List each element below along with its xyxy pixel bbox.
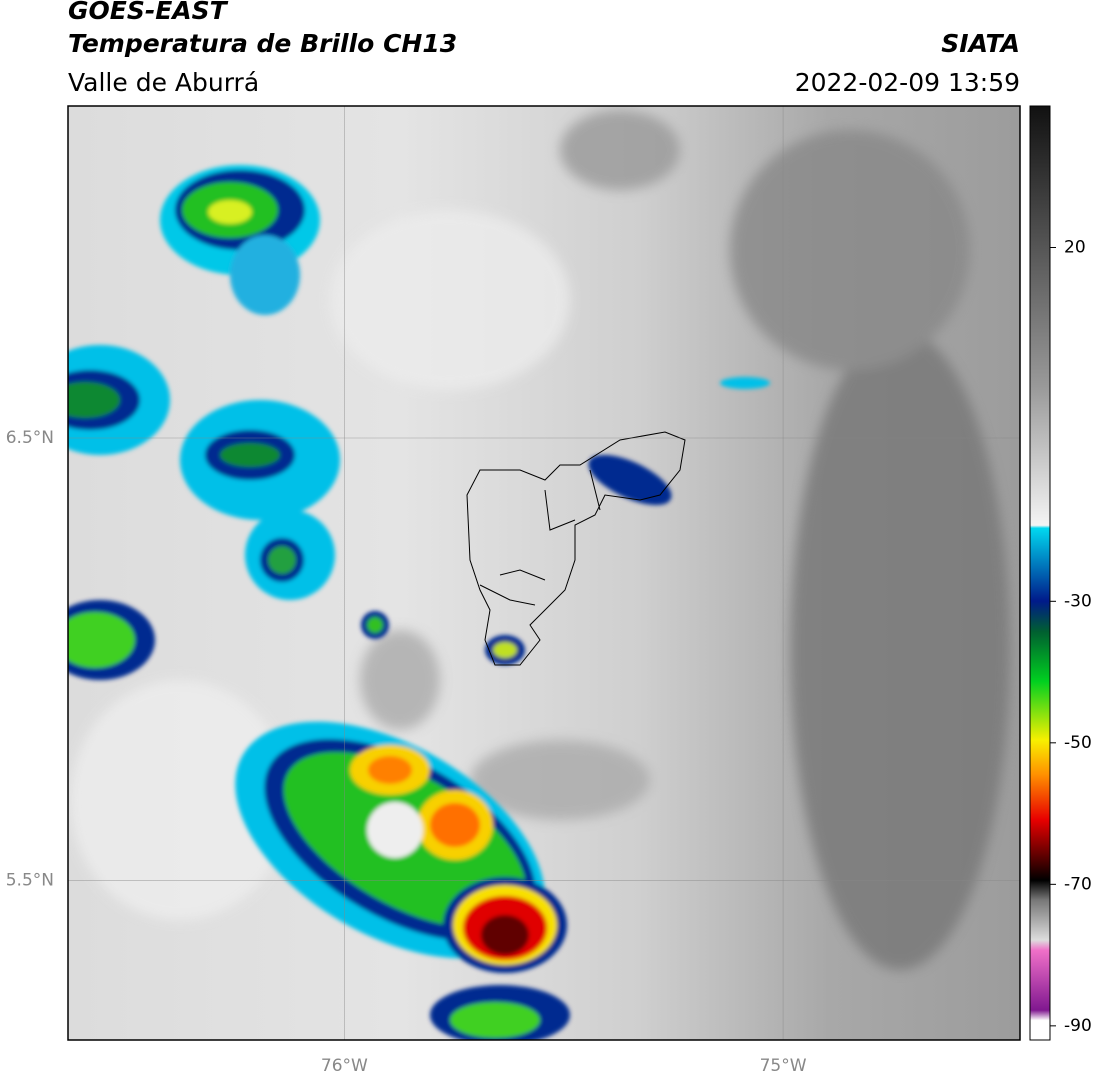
datetime: 2022-02-09 13:59 <box>795 68 1020 97</box>
region: Valle de Aburrá <box>68 68 259 97</box>
x-tick-label: 75°W <box>760 1056 807 1076</box>
y-tick-label: 5.5°N <box>6 871 54 891</box>
colorbar-tick-label: -50 <box>1064 733 1092 753</box>
colorbar-tick-label: -70 <box>1064 874 1092 894</box>
map-frame <box>67 105 1021 1041</box>
satellite-image <box>68 106 1020 1040</box>
graticule <box>68 106 1020 1040</box>
colorbar-tick-label: -30 <box>1064 591 1092 611</box>
subtitle: Temperatura de Brillo CH13 <box>68 29 457 58</box>
x-tick-label: 76°W <box>321 1056 368 1076</box>
y-tick-label: 6.5°N <box>6 428 54 448</box>
title: GOES-EAST <box>68 0 229 25</box>
colorbar-tick-label: 20 <box>1064 238 1086 258</box>
colorbar <box>1029 105 1051 1041</box>
colorbar-tick-label: -90 <box>1064 1016 1092 1036</box>
source: SIATA <box>941 29 1020 58</box>
